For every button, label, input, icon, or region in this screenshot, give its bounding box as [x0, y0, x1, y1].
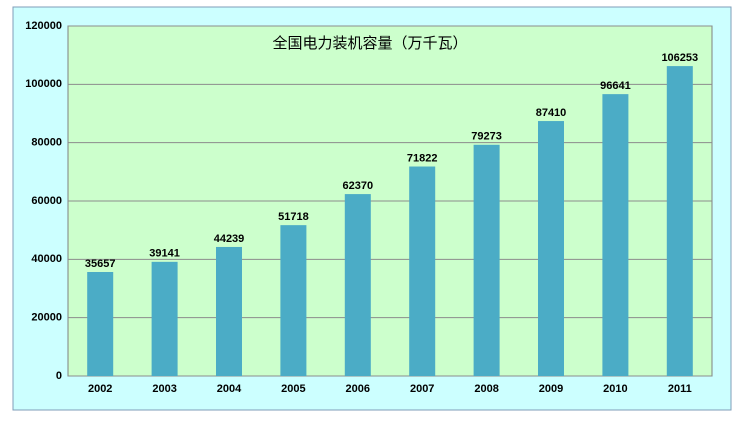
x-tick-label: 2008	[474, 383, 498, 395]
x-tick-label: 2011	[668, 383, 692, 395]
data-label: 35657	[85, 258, 116, 270]
data-label: 96641	[600, 80, 631, 92]
x-tick-label: 2002	[88, 383, 112, 395]
data-label: 39141	[149, 248, 180, 260]
x-tick-label: 2005	[281, 383, 305, 395]
bar	[666, 66, 693, 377]
data-label: 71822	[407, 152, 438, 164]
chart-title: 全国电力装机容量（万千瓦）	[272, 34, 467, 52]
x-tick-label: 2003	[152, 383, 176, 395]
y-tick-label: 100000	[25, 78, 62, 90]
y-tick-label: 20000	[31, 312, 62, 324]
bar	[87, 272, 114, 376]
bar	[602, 94, 629, 376]
bar	[344, 194, 371, 376]
data-label: 79273	[471, 131, 502, 143]
data-label: 51718	[278, 211, 309, 223]
bar	[409, 166, 436, 376]
y-tick-label: 0	[56, 370, 62, 382]
x-tick-label: 2009	[539, 383, 563, 395]
x-tick-label: 2007	[410, 383, 434, 395]
y-tick-label: 80000	[31, 137, 62, 149]
data-label: 106253	[661, 52, 698, 64]
bar	[538, 121, 564, 376]
bar	[473, 144, 500, 376]
x-tick-label: 2006	[346, 383, 370, 395]
y-tick-label: 40000	[31, 253, 62, 265]
bar	[151, 261, 178, 376]
bar	[280, 225, 307, 376]
data-label: 62370	[343, 180, 374, 192]
bar	[216, 246, 242, 376]
data-label: 44239	[214, 233, 245, 245]
x-tick-label: 2010	[603, 383, 627, 395]
y-tick-label: 120000	[25, 20, 62, 32]
x-tick-label: 2004	[217, 383, 242, 395]
y-tick-label: 60000	[31, 195, 62, 207]
data-label: 87410	[536, 107, 567, 119]
